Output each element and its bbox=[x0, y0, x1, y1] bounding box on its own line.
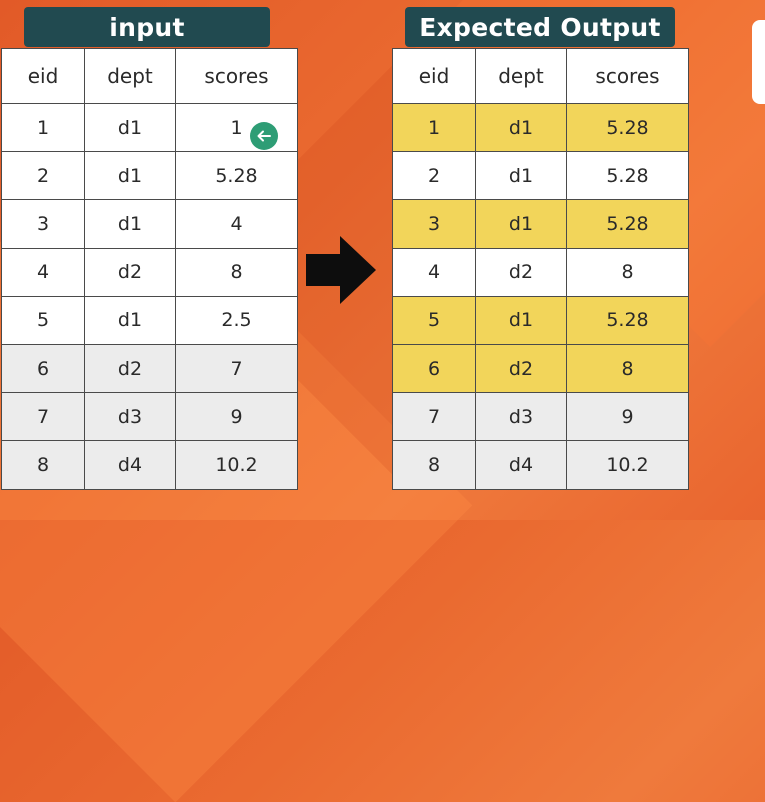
cell-scores: 8 bbox=[566, 343, 689, 394]
cell-scores: 5.28 bbox=[175, 151, 298, 201]
cell-scores: 8 bbox=[175, 247, 298, 297]
input-title: input bbox=[24, 7, 270, 47]
cell-eid: 8 bbox=[392, 440, 476, 490]
cell-scores: 5.28 bbox=[566, 199, 689, 249]
cell-eid: 5 bbox=[392, 295, 476, 345]
cell-dept: d3 bbox=[475, 392, 567, 442]
right-arrow-icon bbox=[306, 236, 376, 304]
cell-scores: 5.28 bbox=[566, 295, 689, 345]
cell-dept: d3 bbox=[84, 392, 176, 442]
column-header-eid: eid bbox=[392, 48, 476, 104]
table-row: 2 d1 5.28 bbox=[1, 151, 298, 201]
cell-scores: 4 bbox=[175, 199, 298, 249]
cell-dept: d1 bbox=[475, 102, 567, 153]
column-header-scores: scores bbox=[175, 48, 298, 104]
cell-dept: d1 bbox=[84, 295, 176, 345]
cell-eid: 3 bbox=[1, 199, 85, 249]
cell-scores: 8 bbox=[566, 247, 689, 297]
highlighted-row: 3 d1 5.28 bbox=[392, 199, 689, 249]
column-header-scores: scores bbox=[566, 48, 689, 104]
cell-eid: 7 bbox=[1, 392, 85, 442]
cell-dept: d1 bbox=[475, 151, 567, 201]
table-row: 3 d1 4 bbox=[1, 199, 298, 249]
cell-dept: d4 bbox=[84, 440, 176, 490]
cell-dept: d2 bbox=[475, 343, 567, 394]
cell-eid: 2 bbox=[1, 151, 85, 201]
highlighted-row: 1 d1 5.28 bbox=[392, 102, 689, 153]
output-table: eid dept scores 1 d1 5.28 2 d1 5.28 3 d1… bbox=[392, 48, 689, 490]
cell-eid: 6 bbox=[1, 343, 85, 394]
cell-eid: 1 bbox=[392, 102, 476, 153]
cell-dept: d1 bbox=[84, 151, 176, 201]
cell-dept: d1 bbox=[475, 295, 567, 345]
cell-eid: 5 bbox=[1, 295, 85, 345]
highlighted-row: 5 d1 5.28 bbox=[392, 295, 689, 345]
cell-dept: d1 bbox=[475, 199, 567, 249]
table-row: 4 d2 8 bbox=[1, 247, 298, 297]
cell-eid: 6 bbox=[392, 343, 476, 394]
cell-eid: 1 bbox=[1, 102, 85, 153]
highlighted-row: 6 d2 8 bbox=[392, 343, 689, 394]
table-row: 6 d2 7 bbox=[1, 343, 298, 394]
table-row: 7 d3 9 bbox=[392, 392, 689, 442]
table-row: 8 d4 10.2 bbox=[392, 440, 689, 490]
table-row: 7 d3 9 bbox=[1, 392, 298, 442]
cell-scores: 5.28 bbox=[566, 102, 689, 153]
column-header-dept: dept bbox=[475, 48, 567, 104]
side-card bbox=[752, 20, 765, 104]
cell-dept: d1 bbox=[84, 199, 176, 249]
cell-eid: 7 bbox=[392, 392, 476, 442]
cell-eid: 4 bbox=[392, 247, 476, 297]
pointer-cursor-icon bbox=[250, 122, 278, 150]
cell-scores: 10.2 bbox=[566, 440, 689, 490]
column-header-eid: eid bbox=[1, 48, 85, 104]
cell-dept: d2 bbox=[84, 247, 176, 297]
table-header-row: eid dept scores bbox=[1, 48, 298, 104]
input-table: eid dept scores 1 d1 1 2 d1 5.28 3 d1 4 … bbox=[1, 48, 298, 490]
cell-scores: 9 bbox=[175, 392, 298, 442]
cell-eid: 2 bbox=[392, 151, 476, 201]
table-row: 2 d1 5.28 bbox=[392, 151, 689, 201]
table-header-row: eid dept scores bbox=[392, 48, 689, 104]
cell-eid: 8 bbox=[1, 440, 85, 490]
output-title: Expected Output bbox=[405, 7, 675, 47]
cell-scores: 1 bbox=[175, 102, 298, 153]
cell-eid: 4 bbox=[1, 247, 85, 297]
cell-scores: 9 bbox=[566, 392, 689, 442]
table-row: 5 d1 2.5 bbox=[1, 295, 298, 345]
cell-scores: 10.2 bbox=[175, 440, 298, 490]
cell-dept: d1 bbox=[84, 102, 176, 153]
cell-dept: d4 bbox=[475, 440, 567, 490]
table-row: 1 d1 1 bbox=[1, 102, 298, 153]
column-header-dept: dept bbox=[84, 48, 176, 104]
cell-scores: 5.28 bbox=[566, 151, 689, 201]
cell-dept: d2 bbox=[84, 343, 176, 394]
table-row: 8 d4 10.2 bbox=[1, 440, 298, 490]
cell-scores: 7 bbox=[175, 343, 298, 394]
cell-scores: 2.5 bbox=[175, 295, 298, 345]
cell-eid: 3 bbox=[392, 199, 476, 249]
table-row: 4 d2 8 bbox=[392, 247, 689, 297]
cell-dept: d2 bbox=[475, 247, 567, 297]
